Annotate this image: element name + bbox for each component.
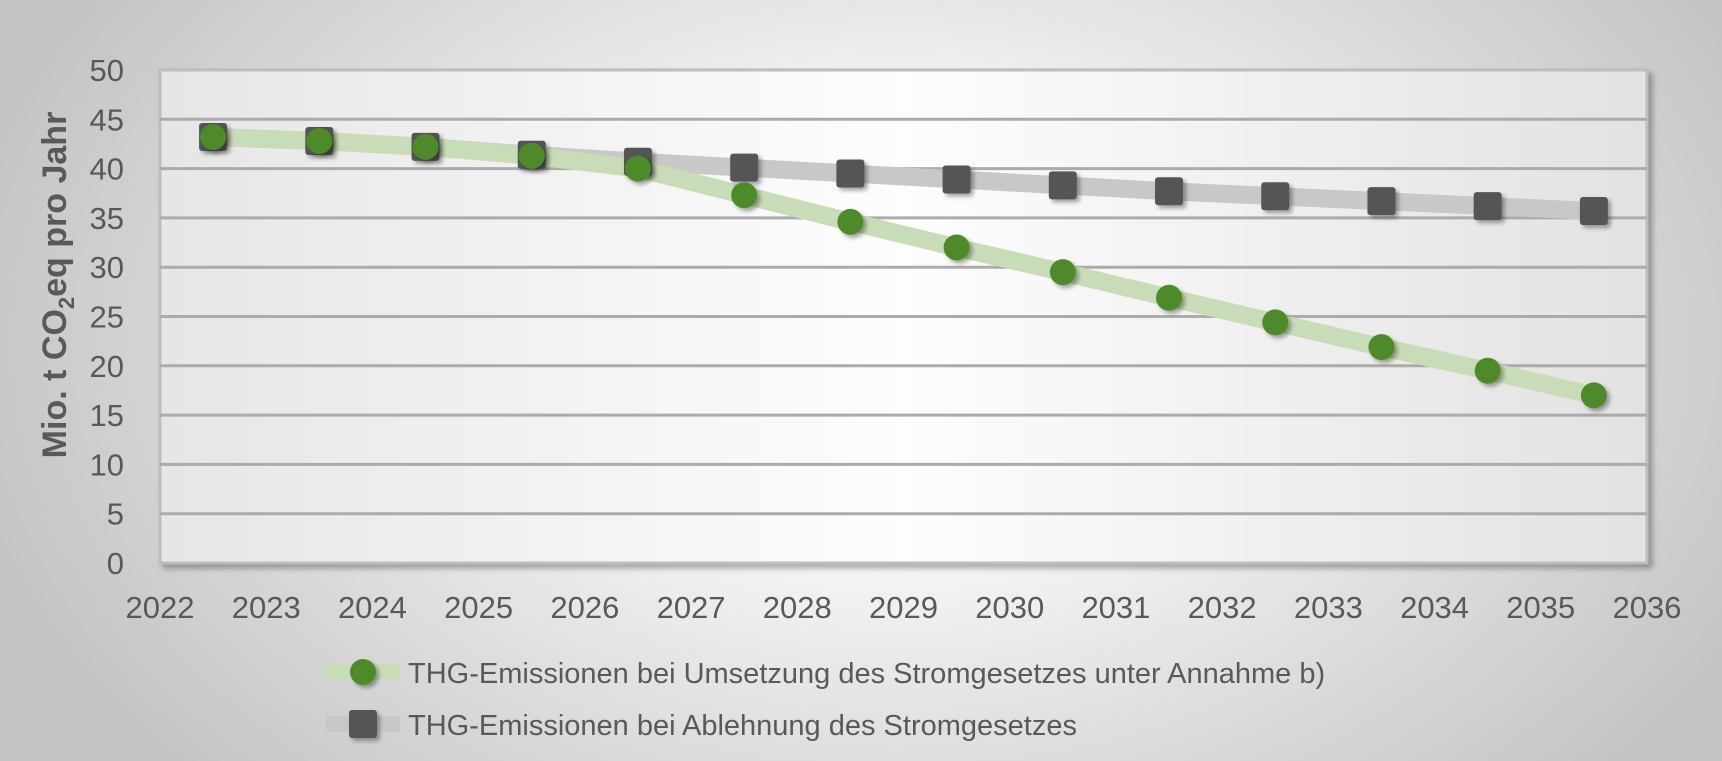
- data-point-umsetzung: [1049, 259, 1076, 286]
- data-point-ablehnung: [942, 165, 971, 194]
- data-point-umsetzung: [943, 234, 970, 261]
- legend-marker-umsetzung: [350, 659, 376, 685]
- data-point-umsetzung: [1580, 382, 1607, 409]
- x-tick-label: 2022: [126, 590, 195, 625]
- y-tick-label: 5: [107, 497, 124, 532]
- x-tick-label: 2033: [1294, 590, 1363, 625]
- y-tick-label: 15: [90, 398, 124, 433]
- data-point-ablehnung: [1155, 177, 1184, 206]
- data-point-umsetzung: [412, 133, 439, 160]
- data-point-ablehnung: [1261, 182, 1290, 211]
- x-tick-label: 2035: [1506, 590, 1575, 625]
- x-tick-label: 2028: [763, 590, 832, 625]
- y-tick-label: 30: [90, 250, 124, 285]
- y-tick-label: 10: [90, 447, 124, 482]
- data-point-ablehnung: [1579, 196, 1608, 225]
- legend-label-umsetzung: THG-Emissionen bei Umsetzung des Stromge…: [408, 658, 1325, 690]
- y-tick-label: 20: [90, 349, 124, 384]
- legend-marker-ablehnung: [349, 710, 377, 738]
- y-tick-label: 40: [90, 152, 124, 187]
- y-tick-label: 0: [107, 546, 124, 581]
- legend: THG-Emissionen bei Umsetzung des Stromge…: [326, 658, 1325, 742]
- y-tick-label: 45: [90, 102, 124, 137]
- x-tick-label: 2034: [1400, 590, 1469, 625]
- x-tick-label: 2032: [1188, 590, 1257, 625]
- x-tick-label: 2024: [338, 590, 407, 625]
- y-tick-label: 50: [90, 53, 124, 88]
- y-tick-label: 35: [90, 201, 124, 236]
- data-point-ablehnung: [1367, 187, 1396, 216]
- data-point-umsetzung: [1368, 334, 1395, 361]
- x-tick-label: 2030: [975, 590, 1044, 625]
- grid-lines: [160, 117, 1647, 516]
- y-axis-ticks: 0 5 10 15 20 25 30 35 40 45 50: [90, 53, 124, 581]
- x-tick-label: 2036: [1613, 590, 1682, 625]
- data-point-umsetzung: [837, 208, 864, 235]
- data-point-umsetzung: [306, 127, 333, 154]
- legend-label-ablehnung: THG-Emissionen bei Ablehnung des Stromge…: [408, 710, 1077, 742]
- x-tick-label: 2029: [869, 590, 938, 625]
- legend-item-ablehnung: THG-Emissionen bei Ablehnung des Stromge…: [326, 710, 1077, 742]
- x-tick-label: 2025: [444, 590, 513, 625]
- series-layer: [199, 123, 1608, 409]
- y-tick-label: 25: [90, 300, 124, 335]
- data-point-umsetzung: [1156, 284, 1183, 311]
- data-point-ablehnung: [730, 153, 759, 182]
- x-tick-label: 2023: [232, 590, 301, 625]
- data-point-umsetzung: [1262, 309, 1289, 336]
- data-point-umsetzung: [624, 155, 651, 182]
- data-point-umsetzung: [1474, 357, 1501, 384]
- y-axis-label: Mio. t CO2eq pro Jahr: [36, 112, 79, 459]
- x-axis-ticks: 2022 2023 2024 2025 2026 2027 2028 2029 2030 2031…: [126, 590, 1682, 625]
- data-point-ablehnung: [836, 159, 865, 188]
- legend-item-umsetzung: THG-Emissionen bei Umsetzung des Stromge…: [326, 658, 1325, 690]
- x-tick-label: 2026: [550, 590, 619, 625]
- x-tick-label: 2031: [1081, 590, 1150, 625]
- data-point-ablehnung: [1473, 192, 1502, 221]
- data-point-umsetzung: [200, 124, 227, 151]
- series-line-0: [204, 128, 1603, 405]
- data-point-umsetzung: [518, 142, 545, 169]
- data-point-umsetzung: [731, 182, 758, 209]
- x-tick-label: 2027: [657, 590, 726, 625]
- data-point-ablehnung: [1048, 171, 1077, 200]
